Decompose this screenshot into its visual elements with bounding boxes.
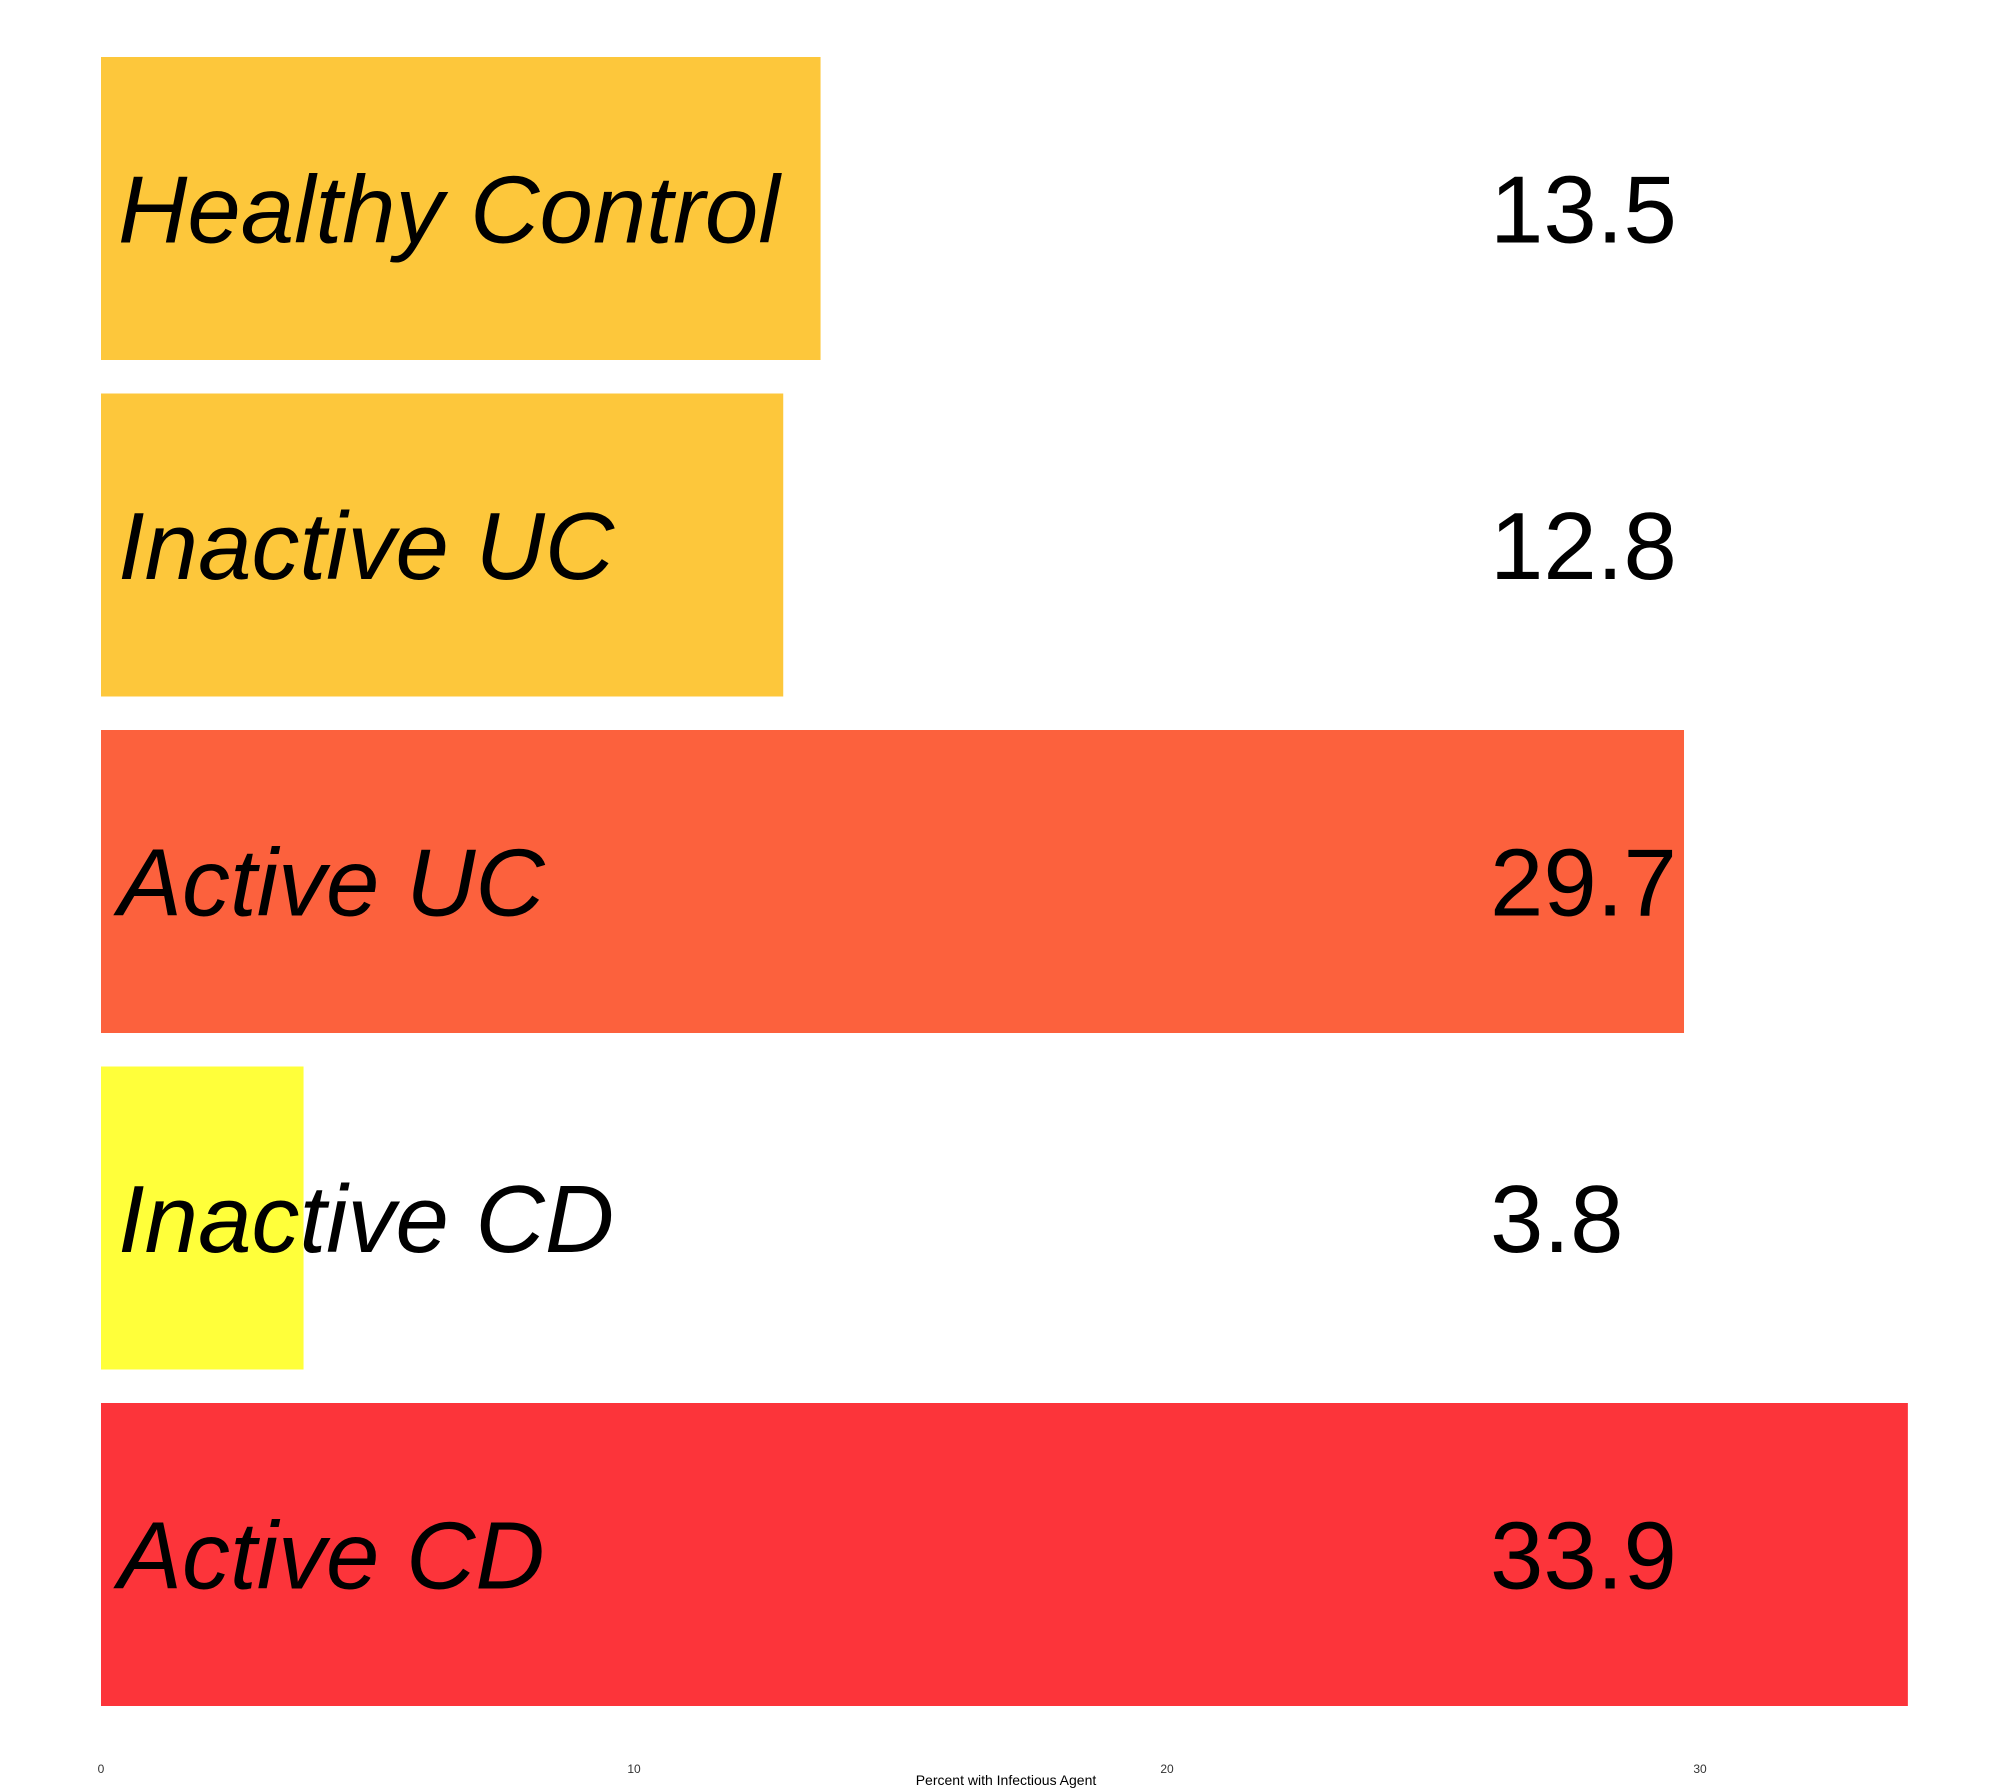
x-tick-label-20: 20 xyxy=(1160,1762,1174,1776)
value-label-active-uc: 29.7 xyxy=(1490,830,1677,937)
bars-group xyxy=(101,57,1908,1706)
x-tick-label-30: 30 xyxy=(1693,1762,1707,1776)
bar-active-uc xyxy=(101,730,1685,1033)
x-axis-title: Percent with Infectious Agent xyxy=(916,1772,1097,1788)
x-axis-ticks-group: 0 10 20 30 xyxy=(98,1762,1707,1776)
bar-active-cd xyxy=(101,1403,1908,1706)
x-tick-label-10: 10 xyxy=(627,1762,641,1776)
value-labels-group: 13.5 12.8 29.7 3.8 33.9 xyxy=(1490,157,1677,1610)
category-labels-group: Healthy Control Inactive UC Active UC Inact… xyxy=(113,157,782,1610)
value-label-inactive-uc: 12.8 xyxy=(1490,493,1677,600)
bar-healthy-control xyxy=(101,57,821,360)
category-label-inactive-cd: Inactive CD xyxy=(118,1166,614,1273)
category-label-active-uc: Active UC xyxy=(113,830,545,937)
category-label-active-cd: Active CD xyxy=(113,1503,545,1610)
bar-inactive-cd xyxy=(101,1066,304,1370)
value-label-active-cd: 33.9 xyxy=(1490,1503,1677,1610)
value-label-healthy-control: 13.5 xyxy=(1490,157,1677,264)
x-tick-label-0: 0 xyxy=(98,1762,105,1776)
category-label-healthy-control: Healthy Control xyxy=(118,157,782,264)
category-label-inactive-uc: Inactive UC xyxy=(118,493,615,600)
bar-inactive-uc xyxy=(101,393,784,697)
value-label-inactive-cd: 3.8 xyxy=(1490,1166,1623,1273)
